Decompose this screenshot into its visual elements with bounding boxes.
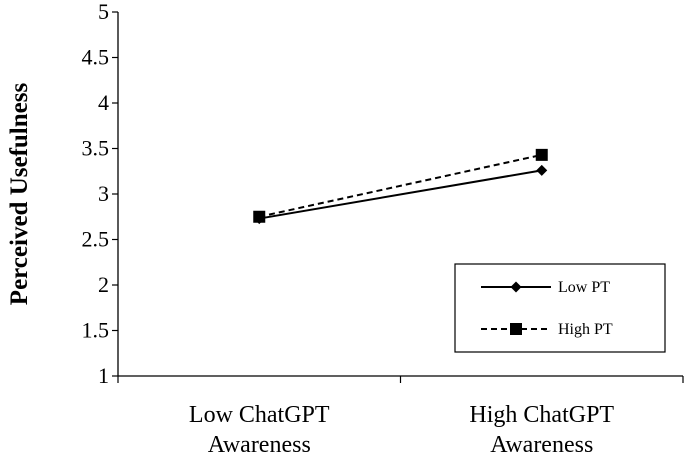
series-line [259,153,542,218]
legend: Low PT High PT [454,263,666,353]
legend-item: Low PT [481,279,610,296]
y-axis-title: Perceived Usefulness [6,83,33,306]
x-category-label: High ChatGPT Awareness [469,402,614,458]
x-category-labels: Low ChatGPT Awareness High ChatGPT Awarenes… [189,402,615,458]
data-point [535,148,548,161]
series-high-pt [253,148,548,223]
legend-item: High PT [481,321,613,338]
series-line [259,169,542,220]
y-tick-label: 5 [98,0,109,24]
x-category-label-line: High ChatGPT [469,402,614,428]
y-tick-label: 1 [98,363,109,388]
y-tick-label: 3.5 [82,136,110,161]
y-tick-label: 1.5 [82,318,110,343]
y-tick-label: 4 [98,90,109,115]
series-low-pt [253,164,548,225]
legend-marker [510,281,522,293]
y-tick-label: 2.5 [82,227,110,252]
legend-marker [510,323,522,335]
x-category-label: Low ChatGPT Awareness [189,402,330,458]
legend-box [454,263,666,353]
x-category-label-line: Low ChatGPT [189,402,330,428]
y-tick-label: 3 [98,181,109,206]
legend-label: Low PT [558,279,610,296]
series-layer [253,148,548,225]
data-point [253,210,266,223]
x-category-label-line: Awareness [490,432,593,458]
chart-axes [112,11,684,383]
legend-label: High PT [558,321,613,338]
y-tick-label: 2 [98,272,109,297]
y-tick-label: 4.5 [82,45,110,70]
y-tick-labels: 1 1.5 2 2.5 3 3.5 4 4.5 5 [82,0,110,388]
data-point [536,164,548,176]
x-category-label-line: Awareness [208,432,311,458]
